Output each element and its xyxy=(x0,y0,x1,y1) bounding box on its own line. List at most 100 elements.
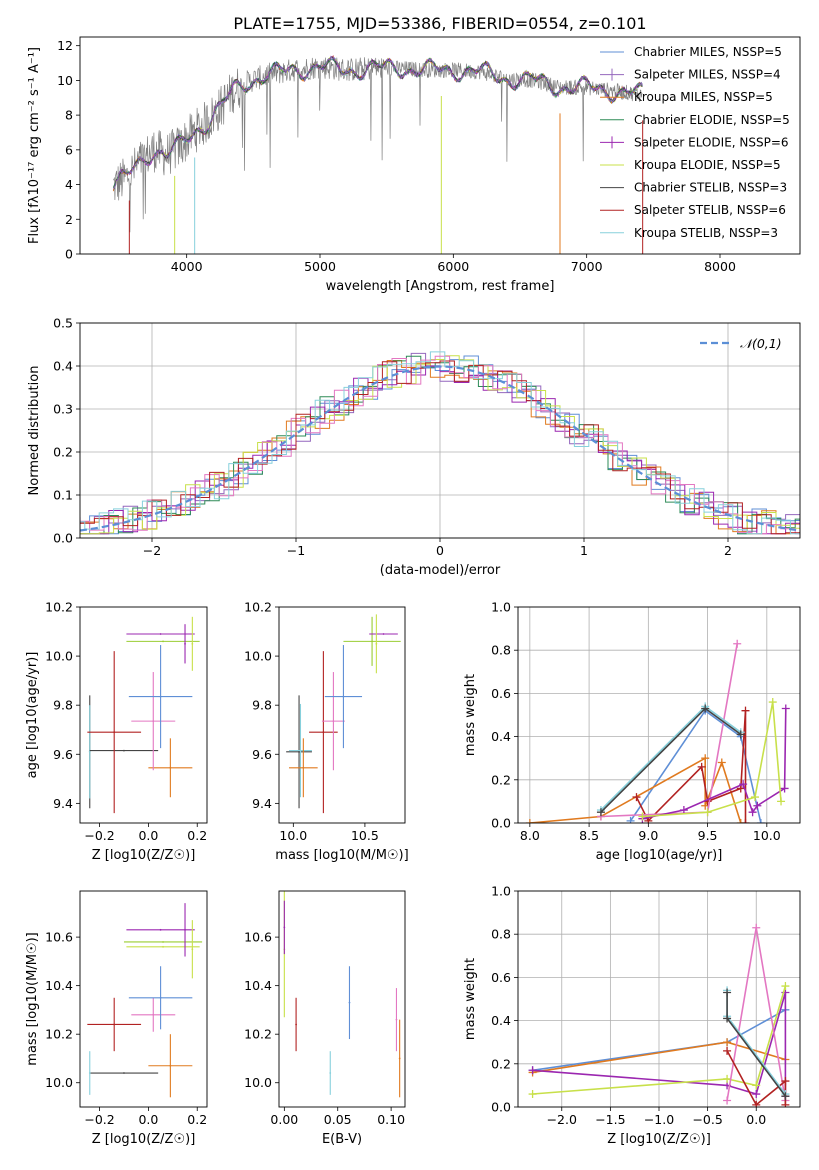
y-tick-label: 1.0 xyxy=(491,600,511,615)
series-marker xyxy=(638,812,647,821)
data-point xyxy=(184,928,186,931)
legend-label: Chabrier MILES, NSSP=5 xyxy=(634,45,782,59)
y-tick-label: 10.2 xyxy=(45,600,73,615)
plot-area xyxy=(525,639,790,823)
data-point xyxy=(159,996,162,999)
y-tick-label: 9.8 xyxy=(53,698,73,713)
model-spectrum-chabrier_miles xyxy=(112,57,643,192)
data-point xyxy=(162,941,164,943)
x-axis-label: (data-model)/error xyxy=(380,563,501,578)
y-tick-label: 9.8 xyxy=(252,698,272,713)
series-marker xyxy=(723,1038,732,1047)
axes-frame xyxy=(517,606,801,824)
y-tick-label: 10.6 xyxy=(244,930,272,945)
x-tick-label: −2.0 xyxy=(547,1112,577,1127)
histogram-salpeter_elodie xyxy=(80,365,800,535)
series-marker xyxy=(780,784,789,793)
series-marker xyxy=(723,1046,732,1055)
legend-label: Kroupa MILES, NSSP=5 xyxy=(634,90,773,104)
y-tick-label: 0.6 xyxy=(491,686,511,701)
data-point xyxy=(159,928,162,931)
data-point xyxy=(295,1023,297,1026)
x-tick-label: 0.2 xyxy=(187,1112,207,1127)
data-point xyxy=(375,642,378,645)
x-tick-label: −2 xyxy=(143,543,161,558)
series-line xyxy=(642,708,787,820)
series-marker xyxy=(752,923,761,932)
y-tick-label: 0.6 xyxy=(491,970,511,985)
series-marker xyxy=(701,754,710,763)
legend-label: Kroupa ELODIE, NSSP=5 xyxy=(634,158,781,172)
legend-label: Salpeter ELODIE, NSSP=6 xyxy=(634,135,789,149)
y-tick-label: 10.0 xyxy=(244,1075,272,1090)
x-tick-label: 10.0 xyxy=(753,828,781,843)
data-point xyxy=(348,1001,351,1004)
y-tick-label: 2 xyxy=(65,212,73,227)
y-tick-label: 8 xyxy=(65,108,73,123)
series-marker xyxy=(723,1014,732,1023)
y-tick-label: 10.2 xyxy=(244,600,272,615)
x-tick-label: 0.0 xyxy=(138,828,158,843)
x-axis-label: Z [log10(Z/Z☉)] xyxy=(92,1132,196,1147)
x-tick-label: 10.5 xyxy=(351,828,379,843)
figure-title: PLATE=1755, MJD=53386, FIBERID=0554, z=0… xyxy=(233,14,646,33)
y-axis-label: mass weight xyxy=(463,958,478,1040)
x-axis-label: E(B-V) xyxy=(322,1132,362,1147)
model-spectrum-kroupa_elodie xyxy=(112,56,643,188)
data-point xyxy=(169,1064,172,1067)
series-marker xyxy=(528,1090,537,1099)
data-point xyxy=(162,945,164,948)
y-tick-label: 0.2 xyxy=(53,445,73,460)
axes-frame xyxy=(278,606,406,824)
model-spectrum-kroupa_miles xyxy=(112,55,643,192)
z-vs-mass-panel: −0.2 0.0 0.2 10.0 10.2 10.4 10.6 Z [log10(Z/Z☉)… xyxy=(25,890,208,1147)
data-point xyxy=(113,1023,116,1026)
legend-label: 𝒩(0,1) xyxy=(740,336,782,351)
x-axis-label: age [log10(age/yr)] xyxy=(596,848,723,863)
data-point xyxy=(398,1057,401,1060)
series-marker xyxy=(703,808,712,817)
age-vs-weight-panel: 8.0 8.5 9.0 9.5 10.0 0.0 0.2 0.4 0.6 0.8 1.0 age [l… xyxy=(463,600,801,863)
x-tick-label: 8.5 xyxy=(579,828,599,843)
legend-label: Salpeter MILES, NSSP=4 xyxy=(634,68,781,82)
y-tick-label: 12 xyxy=(57,38,73,53)
histogram-kroupa_stelib xyxy=(80,351,800,535)
data-point xyxy=(113,731,116,734)
data-point xyxy=(123,1072,125,1074)
y-tick-label: 0.2 xyxy=(491,1056,511,1071)
series-marker xyxy=(697,762,706,771)
x-tick-label: −1 xyxy=(287,543,305,558)
series-line xyxy=(529,756,742,823)
series-marker xyxy=(528,1066,537,1075)
z-vs-weight-panel: −2.0 −1.5 −1.0 −0.5 0.0 0.0 0.2 0.4 0.6 0.8 1.0 Z [… xyxy=(463,884,801,1147)
data-point xyxy=(342,695,345,698)
y-tick-label: 6 xyxy=(65,142,73,157)
x-axis-label: wavelength [Angstrom, rest frame] xyxy=(326,279,555,294)
y-tick-label: 0.0 xyxy=(53,531,73,546)
plot-area xyxy=(112,54,644,254)
plot-area xyxy=(87,616,200,814)
x-tick-label: 0.10 xyxy=(377,1112,405,1127)
data-point xyxy=(191,642,194,645)
x-tick-label: 8.0 xyxy=(520,828,540,843)
x-tick-label: 0.05 xyxy=(324,1112,352,1127)
x-tick-label: 5000 xyxy=(304,259,336,274)
y-tick-label: 10.2 xyxy=(45,1027,73,1042)
data-point xyxy=(382,633,385,635)
x-tick-label: 0 xyxy=(436,543,444,558)
spectrum-panel: 4000 5000 6000 7000 8000 0 2 4 6 8 10 12 wavelength … xyxy=(27,36,801,294)
y-tick-label: 0 xyxy=(65,247,73,262)
data-point xyxy=(159,695,162,698)
series-marker xyxy=(753,801,762,810)
series-marker xyxy=(525,819,534,823)
data-point xyxy=(322,731,325,734)
data-point xyxy=(302,766,305,769)
z-vs-age-panel: −0.2 0.0 0.2 9.4 9.6 9.8 10.0 10.2 Z [log10(Z/Z☉… xyxy=(25,600,208,863)
series-marker xyxy=(723,988,732,997)
residuals-panel: −2 −1 0 1 2 0.0 0.1 0.2 0.3 0.4 0.5 (data-model)/er… xyxy=(27,316,801,578)
y-tick-label: 9.4 xyxy=(53,796,73,811)
data-point xyxy=(395,1018,398,1021)
y-tick-label: 0.3 xyxy=(53,402,73,417)
y-tick-label: 0.2 xyxy=(491,772,511,787)
